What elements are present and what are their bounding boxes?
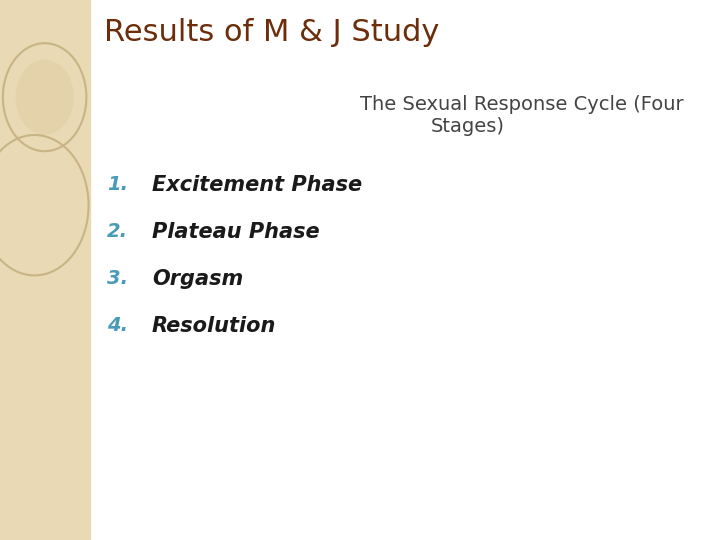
Text: 1.: 1. [107, 175, 128, 194]
Ellipse shape [15, 59, 74, 135]
Text: 4.: 4. [107, 316, 128, 335]
Text: 3.: 3. [107, 269, 128, 288]
Text: Plateau Phase: Plateau Phase [152, 222, 320, 242]
Bar [0, 0, 90, 540]
Text: Results of M & J Study: Results of M & J Study [104, 18, 439, 47]
Text: Orgasm: Orgasm [152, 269, 243, 289]
Text: Stages): Stages) [431, 117, 505, 136]
Text: 2.: 2. [107, 222, 128, 241]
Text: Excitement Phase: Excitement Phase [152, 175, 362, 195]
Text: Resolution: Resolution [152, 316, 276, 336]
Text: The Sexual Response Cycle (Four: The Sexual Response Cycle (Four [361, 95, 684, 114]
